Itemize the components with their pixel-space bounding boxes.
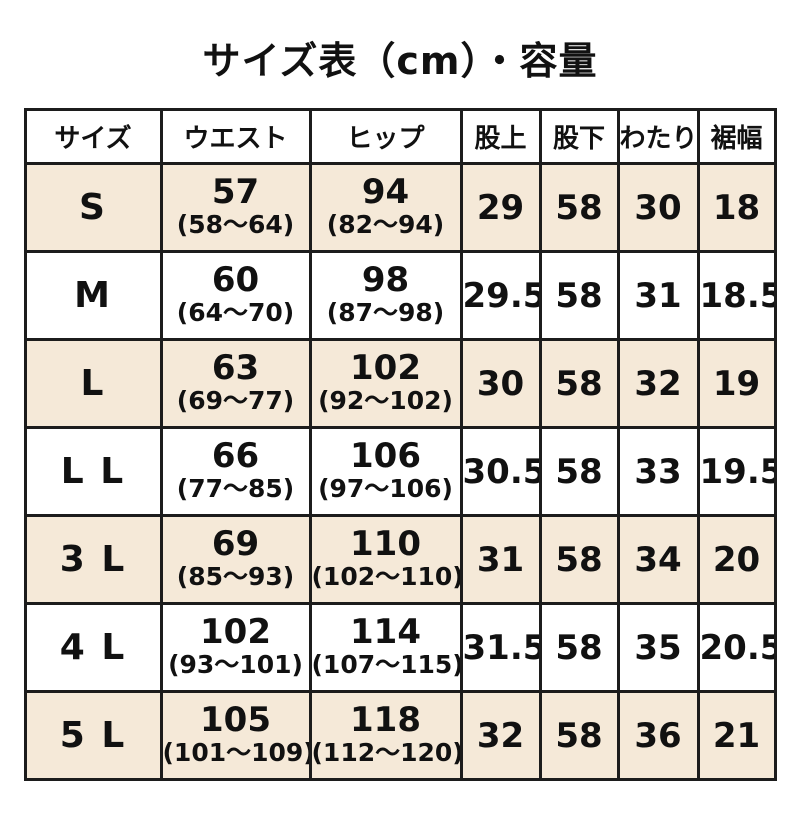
waist-range: (77～85) <box>176 473 295 503</box>
rise-value: 30.5 <box>459 426 542 517</box>
waist-range: (101～109) <box>162 737 310 767</box>
waist-cell: 57 (58～64) <box>159 162 312 253</box>
table-row-3l: 3 L 69 (85～93) 110 (102～110) 31 58 34 20 <box>23 514 777 605</box>
rise-value: 31 <box>459 514 542 605</box>
hip-value: 94 <box>361 172 410 213</box>
waist-range: (58～64) <box>176 209 295 239</box>
hip-value: 118 <box>350 700 421 741</box>
header-row: サイズ ウエスト ヒップ 股上 股下 わたり 裾幅 <box>23 108 777 165</box>
hip-cell: 118 (112～120) <box>308 690 463 781</box>
hip-range: (97～106) <box>318 473 453 503</box>
col-header-hem: 裾幅 <box>696 108 777 165</box>
hip-value: 102 <box>350 348 421 389</box>
size-label: L L <box>23 426 163 517</box>
hip-range: (92～102) <box>318 385 453 415</box>
col-header-hip: ヒップ <box>308 108 463 165</box>
waist-range: (69～77) <box>176 385 295 415</box>
hip-value: 114 <box>350 612 421 653</box>
hem-value: 19 <box>696 338 777 429</box>
rise-value: 31.5 <box>459 602 542 693</box>
inseam-value: 58 <box>538 514 620 605</box>
hem-value: 18.5 <box>696 250 777 341</box>
hem-value: 18 <box>696 162 777 253</box>
rise-value: 30 <box>459 338 542 429</box>
hip-value: 98 <box>361 260 410 301</box>
waist-value: 66 <box>211 436 260 477</box>
size-label: 5 L <box>23 690 163 781</box>
size-label: 4 L <box>23 602 163 693</box>
hip-cell: 102 (92～102) <box>308 338 463 429</box>
col-header-waist: ウエスト <box>159 108 312 165</box>
table-row-l: L 63 (69～77) 102 (92～102) 30 58 32 19 <box>23 338 777 429</box>
hem-value: 20.5 <box>696 602 777 693</box>
page-title: サイズ表（cm）・容量 <box>202 39 598 83</box>
table-row-m: M 60 (64～70) 98 (87～98) 29.5 58 31 18.5 <box>23 250 777 341</box>
waist-value: 102 <box>200 612 271 653</box>
thigh-value: 32 <box>616 338 700 429</box>
hem-value: 19.5 <box>696 426 777 517</box>
hem-value: 20 <box>696 514 777 605</box>
waist-cell: 102 (93～101) <box>159 602 312 693</box>
thigh-value: 31 <box>616 250 700 341</box>
waist-cell: 66 (77～85) <box>159 426 312 517</box>
hip-cell: 114 (107～115) <box>308 602 463 693</box>
col-header-inseam: 股下 <box>538 108 620 165</box>
table-row-ll: L L 66 (77～85) 106 (97～106) 30.5 58 33 1… <box>23 426 777 517</box>
inseam-value: 58 <box>538 690 620 781</box>
hip-cell: 110 (102～110) <box>308 514 463 605</box>
waist-range: (85～93) <box>176 561 295 591</box>
inseam-value: 58 <box>538 250 620 341</box>
waist-cell: 105 (101～109) <box>159 690 312 781</box>
hem-value: 21 <box>696 690 777 781</box>
waist-value: 57 <box>211 172 260 213</box>
col-header-rise: 股上 <box>459 108 542 165</box>
hip-range: (112～120) <box>311 737 461 767</box>
inseam-value: 58 <box>538 426 620 517</box>
size-label: S <box>23 162 163 253</box>
size-label: 3 L <box>23 514 163 605</box>
rise-value: 29 <box>459 162 542 253</box>
inseam-value: 58 <box>538 338 620 429</box>
rise-value: 29.5 <box>459 250 542 341</box>
size-chart-page: サイズ表（cm）・容量 サイズ ウエスト ヒップ 股上 股下 わたり 裾幅 <box>0 30 800 781</box>
thigh-value: 33 <box>616 426 700 517</box>
hip-cell: 98 (87～98) <box>308 250 463 341</box>
waist-cell: 60 (64～70) <box>159 250 312 341</box>
waist-value: 105 <box>200 700 271 741</box>
col-header-size: サイズ <box>23 108 163 165</box>
table-row-s: S 57 (58～64) 94 (82～94) 29 58 30 18 <box>23 162 777 253</box>
waist-range: (93～101) <box>168 649 303 679</box>
rise-value: 32 <box>459 690 542 781</box>
thigh-value: 36 <box>616 690 700 781</box>
hip-range: (102～110) <box>311 561 461 591</box>
waist-cell: 69 (85～93) <box>159 514 312 605</box>
hip-range: (87～98) <box>326 297 445 327</box>
waist-range: (64～70) <box>176 297 295 327</box>
inseam-value: 58 <box>538 602 620 693</box>
table-row-5l: 5 L 105 (101～109) 118 (112～120) 32 58 36… <box>23 690 777 781</box>
thigh-value: 30 <box>616 162 700 253</box>
table-row-4l: 4 L 102 (93～101) 114 (107～115) 31.5 58 3… <box>23 602 777 693</box>
waist-value: 60 <box>211 260 260 301</box>
col-header-thigh: わたり <box>616 108 700 165</box>
waist-value: 69 <box>211 524 260 565</box>
size-label: M <box>23 250 163 341</box>
waist-value: 63 <box>211 348 260 389</box>
hip-value: 110 <box>350 524 421 565</box>
hip-value: 106 <box>350 436 421 477</box>
hip-cell: 94 (82～94) <box>308 162 463 253</box>
thigh-value: 34 <box>616 514 700 605</box>
hip-range: (107～115) <box>311 649 461 679</box>
inseam-value: 58 <box>538 162 620 253</box>
size-label: L <box>23 338 163 429</box>
hip-range: (82～94) <box>326 209 445 239</box>
size-table: サイズ ウエスト ヒップ 股上 股下 わたり 裾幅 S 57 (58～64) 9… <box>23 108 777 781</box>
waist-cell: 63 (69～77) <box>159 338 312 429</box>
thigh-value: 35 <box>616 602 700 693</box>
hip-cell: 106 (97～106) <box>308 426 463 517</box>
